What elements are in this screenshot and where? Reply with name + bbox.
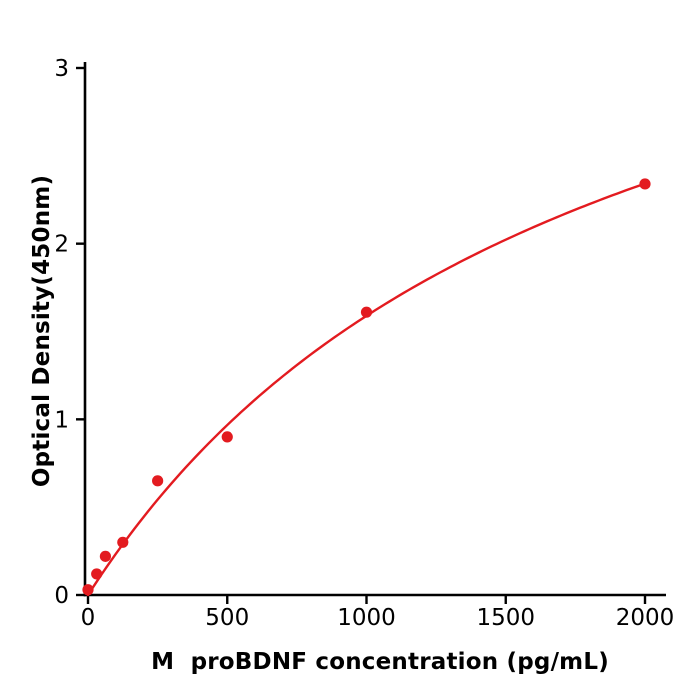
y-tick-label: 2 — [54, 232, 69, 258]
x-tick-label: 0 — [81, 605, 96, 631]
data-point — [117, 536, 129, 548]
x-axis-title: M proBDNF concentration (pg/mL) — [151, 649, 609, 675]
y-axis-title: Optical Density(450nm) — [29, 174, 55, 488]
y-tick-label: 0 — [54, 583, 69, 609]
x-tick-label: 1000 — [337, 605, 396, 631]
data-point — [82, 584, 94, 596]
data-point — [91, 568, 103, 580]
data-point — [221, 431, 233, 443]
x-tick-label: 500 — [205, 605, 249, 631]
y-tick-label: 1 — [54, 407, 69, 433]
x-tick-label: 1500 — [476, 605, 535, 631]
y-tick-label: 3 — [54, 56, 69, 82]
data-point — [360, 306, 373, 318]
x-tick-label: 2000 — [616, 605, 675, 631]
data-point — [152, 475, 164, 487]
data-point — [639, 178, 651, 190]
fit-curve — [86, 182, 647, 597]
data-point — [99, 550, 112, 562]
